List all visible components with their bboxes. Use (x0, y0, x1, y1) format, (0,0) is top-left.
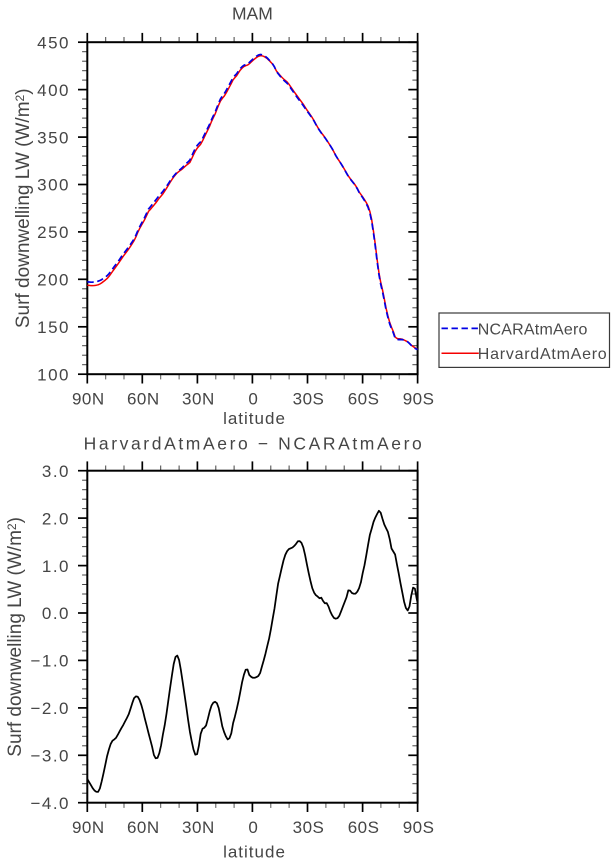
svg-text:2.0: 2.0 (42, 509, 70, 528)
svg-text:MAM: MAM (232, 4, 273, 24)
svg-text:150: 150 (37, 318, 70, 337)
svg-text:60S: 60S (348, 818, 380, 837)
svg-text:400: 400 (37, 81, 70, 100)
svg-text:1.0: 1.0 (42, 557, 70, 576)
svg-text:0: 0 (248, 390, 258, 409)
svg-text:Surf downwelling LW (W/m2): Surf downwelling LW (W/m2) (5, 517, 26, 757)
svg-text:HarvardAtmAero: HarvardAtmAero (478, 346, 608, 363)
svg-text:200: 200 (37, 271, 70, 290)
svg-text:90N: 90N (72, 818, 105, 837)
svg-text:350: 350 (37, 128, 70, 147)
svg-text:0: 0 (248, 818, 258, 837)
svg-text:−4.0: −4.0 (30, 794, 70, 813)
svg-text:30S: 30S (293, 390, 325, 409)
svg-text:60N: 60N (127, 390, 160, 409)
svg-text:−2.0: −2.0 (30, 699, 70, 718)
svg-text:30N: 30N (182, 390, 215, 409)
svg-text:450: 450 (37, 33, 70, 52)
svg-text:100: 100 (37, 365, 70, 384)
svg-text:60S: 60S (348, 390, 380, 409)
svg-text:30N: 30N (182, 818, 215, 837)
svg-text:30S: 30S (293, 818, 325, 837)
svg-text:latitude: latitude (223, 843, 286, 862)
svg-text:−1.0: −1.0 (30, 652, 70, 671)
svg-text:90S: 90S (403, 818, 435, 837)
svg-text:Surf downwelling LW (W/m2): Surf downwelling LW (W/m2) (13, 88, 34, 328)
svg-text:0.0: 0.0 (42, 604, 70, 623)
svg-text:HarvardAtmAero − NCARAtmAero: HarvardAtmAero − NCARAtmAero (84, 433, 425, 453)
svg-text:60N: 60N (127, 818, 160, 837)
svg-text:latitude: latitude (223, 409, 286, 428)
svg-text:90S: 90S (403, 390, 435, 409)
svg-text:−3.0: −3.0 (30, 747, 70, 766)
svg-text:300: 300 (37, 176, 70, 195)
svg-text:3.0: 3.0 (42, 462, 70, 481)
svg-text:90N: 90N (72, 390, 105, 409)
svg-text:250: 250 (37, 223, 70, 242)
svg-text:NCARAtmAero: NCARAtmAero (478, 321, 588, 338)
